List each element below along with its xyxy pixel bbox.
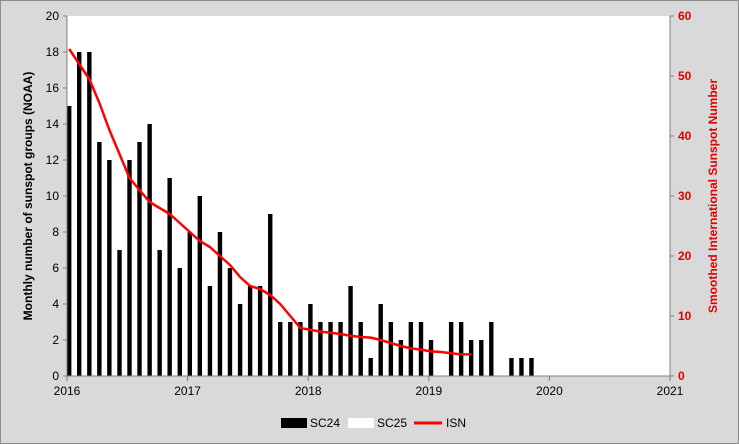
bar-sc24 bbox=[298, 322, 303, 376]
bar-sc24 bbox=[358, 322, 363, 376]
bar-sc24 bbox=[117, 250, 122, 376]
x-tick-label: 2021 bbox=[657, 384, 684, 398]
legend-swatch-sc25 bbox=[348, 418, 374, 428]
y2-tick-label: 10 bbox=[678, 309, 692, 323]
y-axis-label: Monthly number of sunspot groups (NOAA) bbox=[21, 72, 35, 321]
bar-sc24 bbox=[237, 304, 243, 376]
bar-sc24 bbox=[509, 358, 514, 376]
y-tick-label: 18 bbox=[46, 45, 60, 59]
legend-label-isn: ISN bbox=[446, 416, 466, 430]
bar-sc24 bbox=[157, 250, 162, 376]
bar-sc24 bbox=[489, 322, 494, 376]
bar-sc24 bbox=[328, 322, 333, 376]
bar-sc25 bbox=[308, 286, 313, 304]
y2-tick-label: 30 bbox=[678, 189, 692, 203]
y2-tick-label: 40 bbox=[678, 129, 692, 143]
legend: SC24 SC25 ISN bbox=[281, 416, 466, 430]
bar-sc24 bbox=[278, 322, 283, 376]
bar-sc24 bbox=[288, 322, 293, 376]
bar-sc24 bbox=[167, 178, 172, 376]
bar-sc24 bbox=[87, 52, 92, 376]
bar-sc24 bbox=[97, 142, 102, 376]
bar-sc24 bbox=[177, 268, 182, 376]
y-tick-label: 20 bbox=[46, 9, 60, 23]
bar-sc24 bbox=[308, 304, 313, 376]
y-tick-label: 2 bbox=[52, 333, 59, 347]
bar-sc24 bbox=[77, 52, 82, 376]
x-tick-label: 2018 bbox=[295, 384, 322, 398]
y2-tick-label: 60 bbox=[678, 9, 692, 23]
bar-sc24 bbox=[468, 340, 474, 376]
bar-sc24 bbox=[519, 358, 524, 376]
bar-sc24 bbox=[197, 196, 203, 376]
x-tick-label: 2017 bbox=[174, 384, 201, 398]
bar-sc24 bbox=[529, 358, 534, 376]
chart-axes: 0 2 4 6 8 10 12 14 16 18 20 0 10 20 30 40 50 60 2016 2017 20… bbox=[46, 9, 692, 398]
bar-sc25 bbox=[177, 250, 182, 268]
y-tick-label: 16 bbox=[46, 81, 60, 95]
bar-sc24 bbox=[247, 286, 253, 376]
bar-sc24 bbox=[479, 340, 484, 376]
legend-label-sc24: SC24 bbox=[310, 416, 340, 430]
bar-sc24 bbox=[127, 160, 132, 376]
bar-sc24 bbox=[147, 124, 152, 376]
bar-sc24 bbox=[348, 286, 353, 376]
legend-swatch-sc24 bbox=[281, 418, 307, 428]
bar-sc24 bbox=[227, 268, 233, 376]
bar-sc24 bbox=[187, 232, 192, 376]
bar-sc24 bbox=[318, 322, 323, 376]
y2-axis-label: Smoothed International Sunspot Number bbox=[706, 79, 720, 313]
bar-sc24 bbox=[107, 160, 112, 376]
bar-sc24 bbox=[448, 322, 454, 376]
x-tick-label: 2016 bbox=[54, 384, 81, 398]
bar-sc24 bbox=[207, 286, 213, 376]
y-tick-label: 0 bbox=[52, 369, 59, 383]
y-tick-label: 4 bbox=[52, 297, 59, 311]
bar-sc25 bbox=[489, 304, 494, 322]
bar-sc24 bbox=[217, 232, 223, 376]
bar-sc24 bbox=[257, 286, 263, 376]
chart-marks bbox=[67, 48, 534, 376]
bar-sc24 bbox=[398, 340, 404, 376]
line-isn bbox=[68, 48, 472, 356]
x-tick-label: 2020 bbox=[536, 384, 563, 398]
y2-tick-label: 0 bbox=[678, 369, 685, 383]
bar-sc24 bbox=[338, 322, 343, 376]
bar-sc24 bbox=[428, 340, 434, 376]
y-tick-label: 6 bbox=[52, 261, 59, 275]
bar-sc24 bbox=[458, 322, 464, 376]
y2-tick-label: 50 bbox=[678, 69, 692, 83]
y-tick-label: 8 bbox=[52, 225, 59, 239]
bar-sc24 bbox=[137, 142, 142, 376]
x-tick-label: 2019 bbox=[415, 384, 442, 398]
y2-tick-label: 20 bbox=[678, 249, 692, 263]
y-tick-label: 10 bbox=[46, 189, 60, 203]
y-tick-label: 12 bbox=[46, 153, 60, 167]
legend-label-sc25: SC25 bbox=[377, 416, 407, 430]
bar-sc24 bbox=[368, 358, 373, 376]
bar-sc25 bbox=[529, 214, 534, 358]
bar-sc24 bbox=[388, 322, 394, 376]
y-tick-label: 14 bbox=[46, 117, 60, 131]
bar-sc24 bbox=[67, 106, 72, 376]
